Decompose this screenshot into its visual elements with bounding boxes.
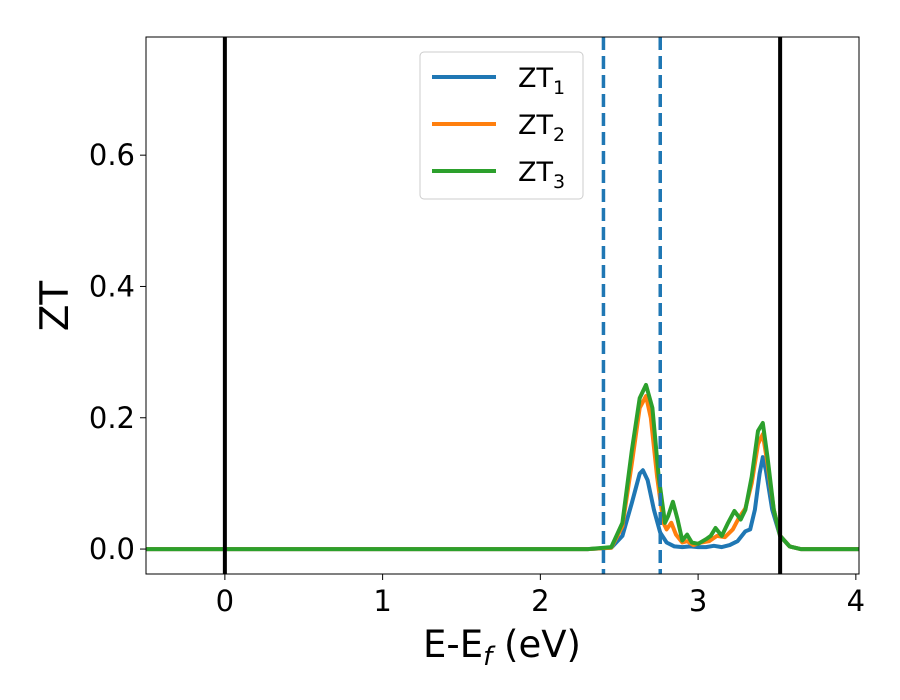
x-tick-label: 2	[531, 584, 549, 618]
series-lines	[146, 382, 859, 552]
x-tick-label: 4	[847, 584, 865, 618]
reference-lines	[222, 37, 783, 574]
legend: ZT1 ZT2 ZT3	[419, 51, 584, 200]
y-tick-label: 0.0	[89, 532, 135, 566]
y-tick-label: 0.6	[89, 138, 135, 172]
series-line-1	[146, 455, 859, 552]
y-axis: 0.0 0.2 0.4 0.6	[89, 138, 146, 566]
x-axis-label-unit: (eV)	[492, 623, 581, 666]
legend-label-1: ZT1	[518, 63, 565, 99]
legend-label-2: ZT2	[518, 110, 565, 146]
y-tick-label: 0.4	[89, 269, 135, 303]
x-axis: 0 1 2 3 4	[216, 574, 865, 618]
x-tick-label: 3	[689, 584, 707, 618]
y-tick-label: 0.2	[89, 401, 135, 435]
x-tick-label: 1	[373, 584, 391, 618]
y-axis-label: ZT	[33, 281, 78, 332]
series-line-3	[146, 382, 859, 552]
plot-frame	[145, 36, 860, 575]
legend-label-3: ZT3	[518, 157, 565, 193]
legend-box	[419, 51, 584, 200]
x-tick-label: 0	[216, 584, 234, 618]
x-axis-label: E-Ef (eV)	[423, 623, 581, 672]
